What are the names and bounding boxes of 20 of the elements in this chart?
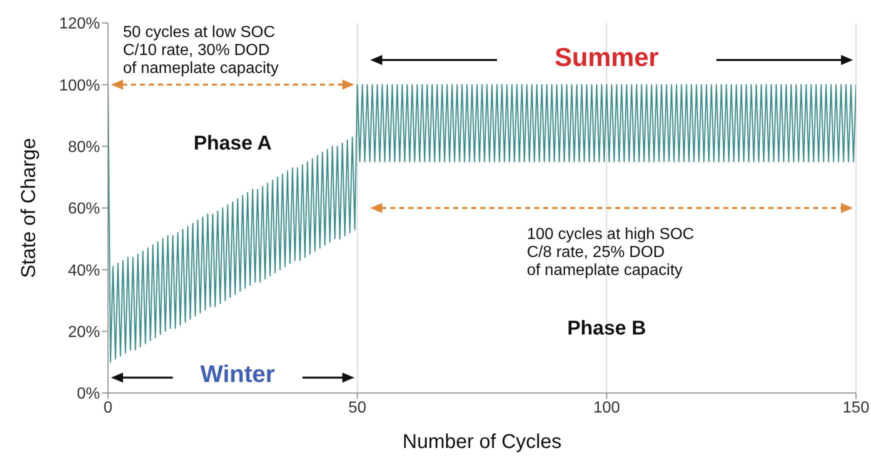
annotation: Phase A: [194, 132, 272, 154]
y-tick-label: 100%: [59, 77, 100, 94]
y-tick-label: 120%: [59, 16, 100, 33]
x-axis-title: Number of Cycles: [402, 431, 562, 453]
y-tick-label: 0%: [76, 386, 100, 403]
y-tick-label: 60%: [68, 200, 100, 218]
annotation: 50 cycles at low SOC C/10 rate, 30% DOD of nameplate capacity: [122, 24, 279, 77]
y-tick-label: 20%: [68, 324, 100, 342]
y-axis-title: State of Charge: [18, 138, 40, 278]
x-tick-label: 0: [104, 399, 113, 416]
x-tick-label: 50: [348, 399, 366, 416]
x-tick-label: 150: [842, 399, 870, 416]
line-series: [108, 84, 856, 363]
annotation: 100 cycles at high SOC C/8 rate, 25% DOD of nameplate capacity: [526, 226, 694, 279]
x-tick-label: 100: [593, 399, 620, 416]
annotation: Summer: [554, 42, 659, 72]
annotation: Winter: [200, 361, 275, 388]
annotation: Phase B: [567, 317, 646, 340]
y-tick-label: 40%: [68, 262, 100, 280]
y-tick-label: 80%: [68, 139, 100, 156]
